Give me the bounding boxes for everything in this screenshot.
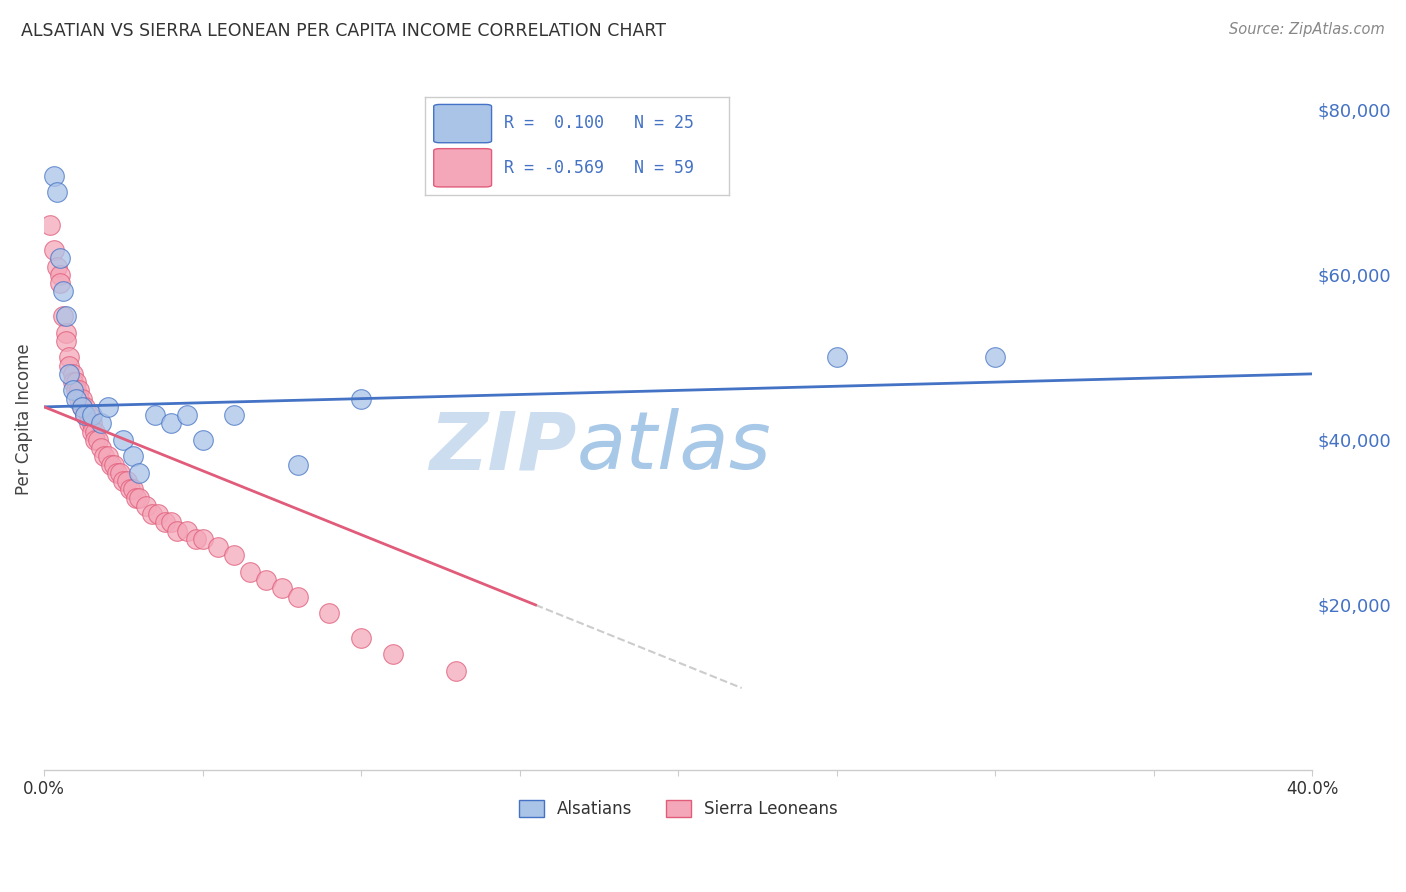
Text: ALSATIAN VS SIERRA LEONEAN PER CAPITA INCOME CORRELATION CHART: ALSATIAN VS SIERRA LEONEAN PER CAPITA IN… (21, 22, 666, 40)
Point (52, 309, 75, 323)
Point (80, 417, 103, 431)
Point (287, 458, 309, 472)
Point (254, 573, 277, 587)
Point (143, 408, 166, 422)
Text: atlas: atlas (576, 409, 772, 486)
Point (153, 516, 176, 530)
Point (49, 276, 72, 290)
Point (135, 499, 157, 513)
Point (93, 450, 115, 464)
Point (39, 219, 62, 233)
Point (75, 408, 97, 422)
Point (62, 367, 84, 381)
Point (446, 664, 468, 678)
Point (96, 400, 118, 414)
Point (80, 408, 103, 422)
Point (80, 425, 103, 439)
Point (70, 400, 93, 414)
Point (128, 466, 150, 480)
Point (287, 590, 309, 604)
Point (112, 474, 135, 488)
Point (65, 384, 87, 398)
Point (83, 425, 105, 439)
Point (67, 392, 90, 406)
Point (67, 384, 90, 398)
Point (70, 392, 93, 406)
Point (96, 450, 118, 464)
Point (125, 491, 148, 505)
Point (77, 408, 100, 422)
Point (87, 433, 110, 447)
Point (75, 408, 97, 422)
Point (118, 483, 141, 497)
Point (176, 408, 198, 422)
Point (141, 507, 163, 521)
Point (70, 400, 93, 414)
Point (207, 540, 229, 554)
Point (984, 351, 1007, 365)
Point (160, 516, 183, 530)
Point (105, 466, 128, 480)
Point (191, 433, 214, 447)
Point (42, 243, 65, 257)
Point (55, 309, 77, 323)
Point (350, 392, 373, 406)
Point (128, 491, 150, 505)
Point (49, 268, 72, 282)
Point (100, 458, 122, 472)
Point (224, 408, 246, 422)
Point (83, 433, 105, 447)
Point (112, 433, 135, 447)
Point (90, 441, 112, 455)
Y-axis label: Per Capita Income: Per Capita Income (15, 343, 32, 495)
Point (186, 532, 208, 546)
Legend: Alsatians, Sierra Leoneans: Alsatians, Sierra Leoneans (512, 793, 845, 825)
Point (271, 582, 294, 596)
Point (176, 524, 198, 538)
Point (65, 392, 87, 406)
Point (825, 351, 848, 365)
Point (62, 375, 84, 389)
Point (224, 549, 246, 563)
Point (49, 252, 72, 266)
Point (45, 186, 67, 200)
Point (239, 565, 262, 579)
Point (122, 450, 145, 464)
Point (191, 532, 214, 546)
Point (55, 326, 77, 340)
Point (62, 384, 84, 398)
Point (58, 351, 80, 365)
Point (350, 631, 373, 645)
Point (103, 458, 125, 472)
Text: ZIP: ZIP (429, 409, 576, 486)
Point (42, 169, 65, 183)
Point (90, 417, 112, 431)
Point (58, 367, 80, 381)
Point (108, 466, 131, 480)
Point (58, 359, 80, 373)
Point (148, 507, 170, 521)
Point (166, 524, 188, 538)
Point (318, 606, 340, 620)
Point (45, 260, 67, 274)
Text: Source: ZipAtlas.com: Source: ZipAtlas.com (1229, 22, 1385, 37)
Point (381, 648, 404, 662)
Point (65, 375, 87, 389)
Point (115, 474, 138, 488)
Point (52, 285, 75, 299)
Point (75, 400, 97, 414)
Point (55, 334, 77, 348)
Point (160, 417, 183, 431)
Point (122, 483, 145, 497)
Point (77, 417, 100, 431)
